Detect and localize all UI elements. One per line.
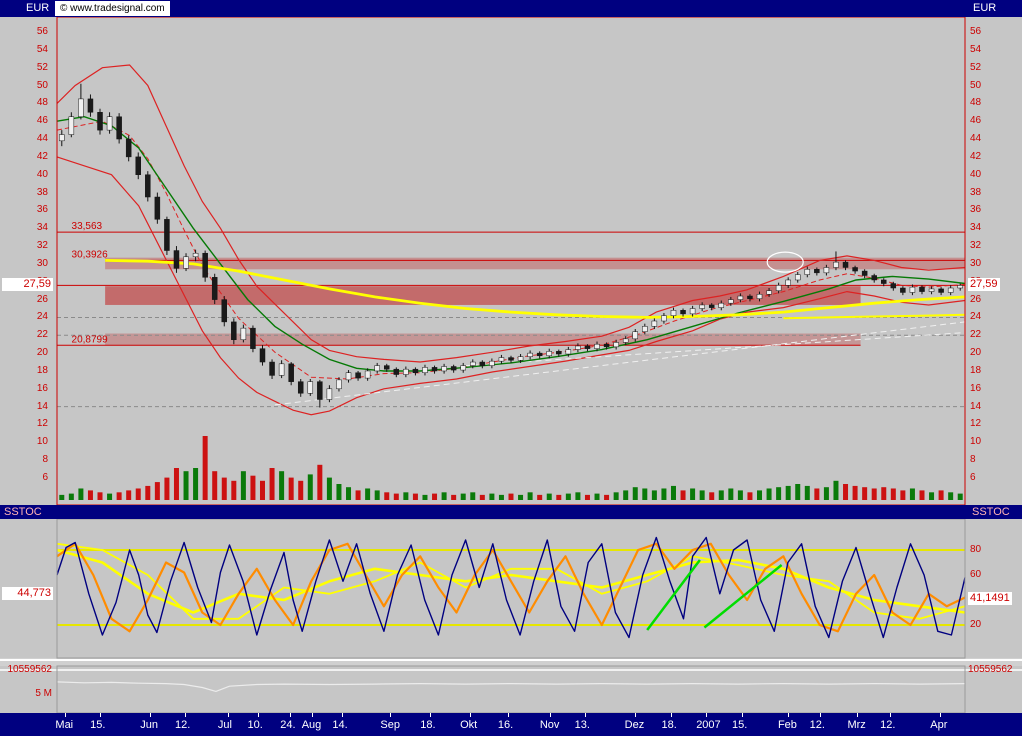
stoch-title-right: SSTOC bbox=[972, 506, 1010, 518]
time-axis-label: Jul bbox=[217, 719, 232, 731]
time-axis[interactable]: Mai 15. Jun 12. Jul 10. 24. Aug 14. Sep 18. Okt 16. N… bbox=[0, 713, 1022, 736]
time-axis-label: 14. bbox=[332, 719, 348, 731]
time-axis-label: Nov bbox=[539, 719, 560, 731]
time-axis-tick bbox=[184, 713, 186, 717]
stoch-value-marker-left: 44,773 bbox=[2, 587, 53, 601]
stoch-panel-header: SSTOC SSTOC bbox=[0, 505, 1022, 519]
current-price-marker-left: 27,59 bbox=[2, 278, 53, 292]
time-axis-label: Aug bbox=[301, 719, 322, 731]
time-axis-tick bbox=[311, 713, 313, 717]
time-axis-tick bbox=[290, 713, 292, 717]
volume-unit-label: 5 M bbox=[35, 688, 52, 700]
stoch-title-left: SSTOC bbox=[4, 506, 42, 518]
svg-text:33,563: 33,563 bbox=[72, 221, 103, 232]
copyright-label: © www.tradesignal.com bbox=[55, 1, 170, 16]
time-axis-label: 15. bbox=[731, 719, 748, 731]
time-axis-tick bbox=[257, 713, 259, 717]
time-axis-tick bbox=[390, 713, 392, 717]
time-axis-label: 12. bbox=[174, 719, 191, 731]
time-axis-label: 10. bbox=[247, 719, 263, 731]
time-axis-tick bbox=[150, 713, 152, 717]
time-axis-label: Okt bbox=[460, 719, 478, 731]
time-axis-tick bbox=[549, 713, 551, 717]
volume-level-label-left: 10559562 bbox=[7, 664, 53, 675]
time-axis-label: 12. bbox=[880, 719, 896, 731]
top-header-bar: EUR © www.tradesignal.com EUR bbox=[0, 0, 1022, 17]
svg-text:20,8799: 20,8799 bbox=[72, 334, 109, 345]
time-axis-tick bbox=[507, 713, 509, 717]
price-axis-unit-right: EUR bbox=[973, 2, 997, 14]
time-axis-label: 12. bbox=[809, 719, 825, 731]
time-axis-tick bbox=[787, 713, 789, 717]
time-axis-label: Feb bbox=[777, 719, 797, 731]
time-axis-label: 16. bbox=[497, 719, 514, 731]
time-axis-tick bbox=[890, 713, 892, 717]
svg-text:30,3926: 30,3926 bbox=[72, 249, 109, 260]
time-axis-label: 15. bbox=[90, 719, 106, 731]
time-axis-tick bbox=[342, 713, 344, 717]
time-axis-label: Dez bbox=[624, 719, 645, 731]
time-axis-tick bbox=[227, 713, 229, 717]
time-axis-label: Apr bbox=[930, 719, 948, 731]
volume-level-label-right: 10559562 bbox=[968, 664, 1013, 675]
time-axis-tick bbox=[470, 713, 472, 717]
time-axis-label: Sep bbox=[380, 719, 400, 731]
price-axis-unit-left: EUR bbox=[26, 2, 50, 14]
time-axis-tick bbox=[741, 713, 743, 717]
time-axis-tick bbox=[819, 713, 821, 717]
time-axis-tick bbox=[430, 713, 432, 717]
time-axis-label: Jun bbox=[140, 719, 158, 731]
time-axis-label: 24. bbox=[280, 719, 296, 731]
stoch-value-marker-right: 41,1491 bbox=[968, 591, 1012, 605]
time-axis-label: 18. bbox=[661, 719, 677, 731]
time-axis-tick bbox=[940, 713, 942, 717]
time-axis-label: Mrz bbox=[847, 719, 866, 731]
time-axis-label: 18. bbox=[420, 719, 436, 731]
time-axis-tick bbox=[706, 713, 708, 717]
time-axis-label: 2007 bbox=[696, 719, 721, 731]
time-axis-label: 13. bbox=[574, 719, 590, 731]
time-axis-tick bbox=[857, 713, 859, 717]
time-axis-label: Mai bbox=[55, 719, 74, 731]
current-price-marker-right: 27,59 bbox=[968, 278, 1000, 292]
time-axis-tick bbox=[671, 713, 673, 717]
time-axis-tick bbox=[65, 713, 67, 717]
time-axis-tick bbox=[584, 713, 586, 717]
time-axis-tick bbox=[634, 713, 636, 717]
time-axis-tick bbox=[100, 713, 102, 717]
